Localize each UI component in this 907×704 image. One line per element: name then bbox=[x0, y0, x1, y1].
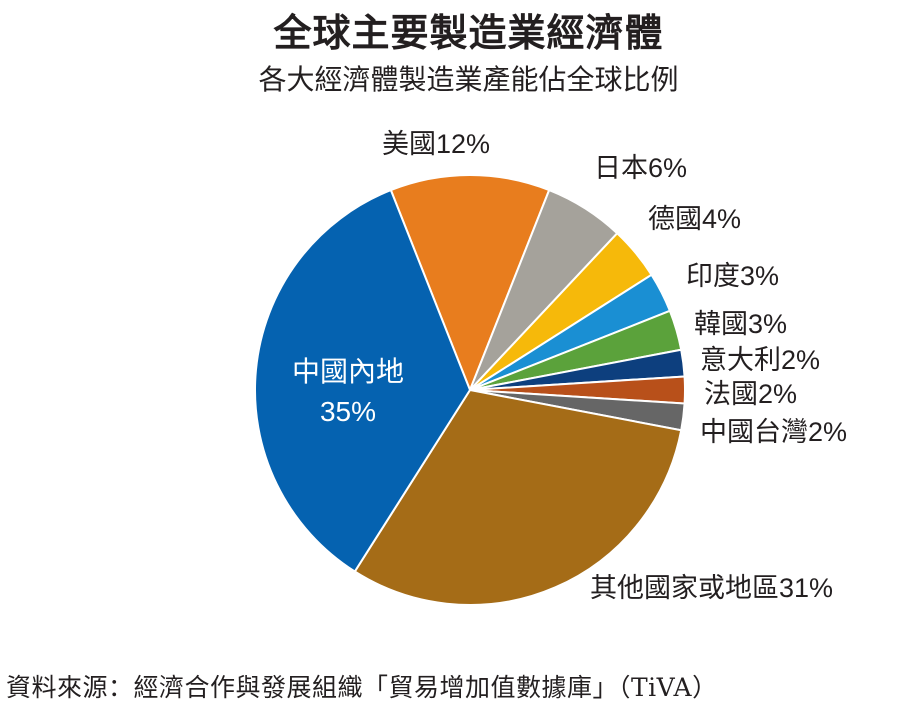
pie-slice-9 bbox=[254, 188, 472, 573]
label-germany: 德國4% bbox=[648, 204, 742, 234]
label-france: 法國2% bbox=[704, 379, 798, 409]
chart-title: 全球主要製造業經濟體 bbox=[273, 11, 664, 55]
label-italy: 意大利2% bbox=[700, 345, 821, 375]
label-china-value: 35% bbox=[319, 396, 377, 427]
label-japan: 日本6% bbox=[594, 153, 688, 183]
label-usa: 美國12% bbox=[382, 129, 491, 159]
label-india: 印度3% bbox=[686, 261, 780, 291]
source-note: 資料來源：經濟合作與發展組織「貿易增加值數據庫」（TiVA） bbox=[6, 673, 718, 702]
label-taiwan: 中國台灣2% bbox=[700, 417, 848, 447]
pie-slice-0 bbox=[389, 174, 551, 393]
label-others: 其他國家或地區31% bbox=[590, 573, 834, 603]
label-china: 中國內地 35% bbox=[268, 352, 428, 432]
label-korea: 韓國3% bbox=[694, 309, 788, 339]
chart-subtitle: 各大經濟體製造業產能佔全球比例 bbox=[258, 63, 679, 96]
label-china-name: 中國內地 bbox=[291, 356, 404, 387]
